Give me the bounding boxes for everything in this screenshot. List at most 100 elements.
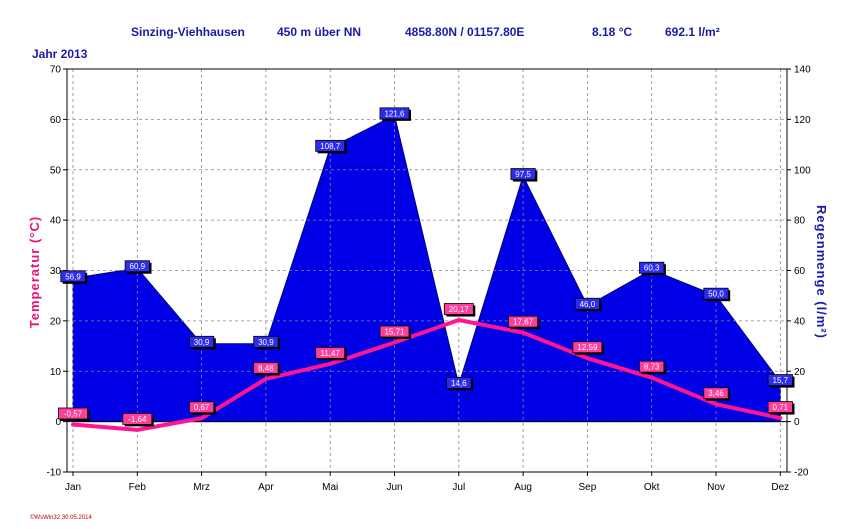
- rain-label-text: 14,6: [451, 379, 467, 388]
- footer-credit: ©WsWin32 30.05.2014: [30, 514, 92, 521]
- plot-area: -10 0 10 20 30 40 50 60 70 -20 0 20 40 60 80 100 120 140 J…: [47, 65, 812, 494]
- rain-data-label: 121,6: [379, 107, 411, 121]
- rain-label-text: 121,6: [384, 109, 405, 118]
- y-tick-label-right: -20: [794, 468, 809, 479]
- temp-label-text: 0,71: [773, 403, 789, 412]
- temp-label-box: [703, 387, 729, 400]
- x-tick-label: Aug: [514, 482, 532, 493]
- temp-label-text: 0,67: [194, 403, 210, 412]
- y-tick-label-left: 70: [50, 65, 62, 76]
- rain-label-box: [379, 107, 410, 120]
- rain-label-box: [446, 376, 472, 389]
- x-tick-label: Jun: [386, 482, 402, 493]
- temp-data-label: 17,67: [508, 315, 540, 330]
- temp-label-box: [315, 346, 346, 359]
- rain-label-box: [510, 168, 536, 180]
- temp-data-label: 12,59: [572, 341, 604, 355]
- rain-label-box: [574, 297, 601, 310]
- y-tick-label-left: 0: [55, 417, 61, 428]
- temp-data-label: -1,64: [122, 412, 154, 427]
- temp-label-box: [639, 360, 665, 373]
- rain-data-label: 97,5: [510, 168, 538, 182]
- y-tick-label-right: 120: [794, 115, 811, 126]
- y-tick-label-right: 40: [794, 316, 806, 327]
- rain-data-label: 60,3: [639, 261, 666, 276]
- rain-data-label: 108,7: [315, 139, 347, 154]
- rain-label-box: [703, 287, 729, 300]
- rain-label-text: 50,0: [708, 290, 724, 299]
- x-tick-label: Nov: [707, 482, 725, 493]
- y-tick-label-left: -10: [47, 468, 62, 479]
- x-tick-label: Okt: [644, 482, 660, 493]
- rain-label-box: [767, 374, 793, 386]
- rain-label-text: 15,7: [773, 376, 789, 385]
- temp-label-text: 8,73: [644, 363, 660, 372]
- y-tick-label-right: 60: [794, 266, 806, 277]
- year-label: Jahr 2013: [32, 47, 88, 61]
- temp-label-box: [122, 412, 153, 425]
- temp-label-text: -0,57: [64, 409, 83, 418]
- rain-label-box: [188, 335, 215, 348]
- y-tick-label-left: 20: [50, 316, 62, 327]
- x-tick-label: Mai: [322, 482, 338, 493]
- temp-label-text: 12,59: [577, 343, 598, 352]
- temp-label-text: 11,47: [320, 349, 340, 358]
- x-tick-label: Jan: [65, 482, 81, 493]
- header-station: Sinzing-Viehhausen: [131, 25, 245, 39]
- temp-label-box: [188, 401, 215, 414]
- rain-data-label: 56,9: [60, 270, 88, 284]
- rain-data-label: 15,7: [767, 374, 795, 388]
- x-tick-label: Feb: [129, 482, 147, 493]
- y-tick-label-right: 80: [794, 216, 806, 227]
- rain-data-label: 30,9: [188, 335, 216, 350]
- temp-label-text: 3,46: [708, 389, 724, 398]
- y-tick-label-right: 100: [794, 165, 811, 176]
- rain-label-text: 56,9: [65, 272, 81, 281]
- temp-label-text: 17,67: [513, 318, 534, 327]
- rain-data-label: 46,0: [574, 297, 602, 312]
- temp-data-label: 0,71: [767, 401, 795, 415]
- y-tick-label-left: 30: [50, 266, 62, 277]
- temp-label-text: -1,64: [128, 415, 147, 424]
- y-tick-label-right: 0: [794, 417, 800, 428]
- temp-label-box: [767, 401, 793, 413]
- temp-data-label: -0,57: [58, 407, 90, 421]
- y-tick-label-left: 40: [50, 216, 62, 227]
- temp-label-box: [443, 303, 474, 315]
- x-tick-label: Mrz: [193, 482, 210, 493]
- rain-label-box: [124, 260, 150, 273]
- header-altitude: 450 m über NN: [277, 25, 361, 39]
- y-tick-label-right: 20: [794, 367, 806, 378]
- header-total-rain: 692.1 l/m²: [665, 25, 720, 39]
- rain-label-text: 30,9: [194, 338, 210, 347]
- y-tick-label-left: 10: [50, 367, 62, 378]
- rain-label-text: 97,5: [515, 170, 531, 179]
- y-axis-title-left: Temperatur (°C): [27, 216, 42, 328]
- rain-label-box: [639, 261, 665, 274]
- rain-label-text: 60,3: [644, 264, 660, 273]
- temp-label-box: [508, 315, 539, 328]
- temp-data-label: 8,73: [639, 360, 666, 375]
- rain-label-box: [253, 335, 279, 348]
- x-tick-label: Apr: [258, 482, 274, 493]
- temp-data-label: 8,48: [253, 362, 281, 376]
- y-tick-label-right: 140: [794, 65, 811, 76]
- x-tick-label: Dez: [771, 482, 789, 493]
- header-coordinates: 4858.80N / 01157.80E: [405, 25, 524, 39]
- temp-data-label: 15,71: [379, 325, 411, 339]
- rain-data-label: 50,0: [703, 287, 731, 302]
- rain-label-text: 108,7: [320, 142, 341, 151]
- y-tick-label-left: 50: [50, 165, 62, 176]
- temp-label-text: 8,48: [258, 364, 274, 373]
- header-mean-temp: 8.18 °C: [592, 25, 632, 39]
- rain-data-label: 14,6: [446, 376, 473, 391]
- x-tick-label: Sep: [579, 482, 597, 493]
- temp-label-box: [379, 325, 410, 338]
- temp-data-label: 3,46: [703, 387, 731, 401]
- temp-data-label: 11,47: [315, 346, 347, 361]
- temp-data-label: 20,17: [443, 303, 476, 317]
- temp-label-box: [253, 362, 279, 374]
- x-tick-label: Jul: [452, 482, 465, 493]
- rain-data-label: 30,9: [253, 335, 281, 350]
- rain-label-text: 46,0: [580, 300, 596, 309]
